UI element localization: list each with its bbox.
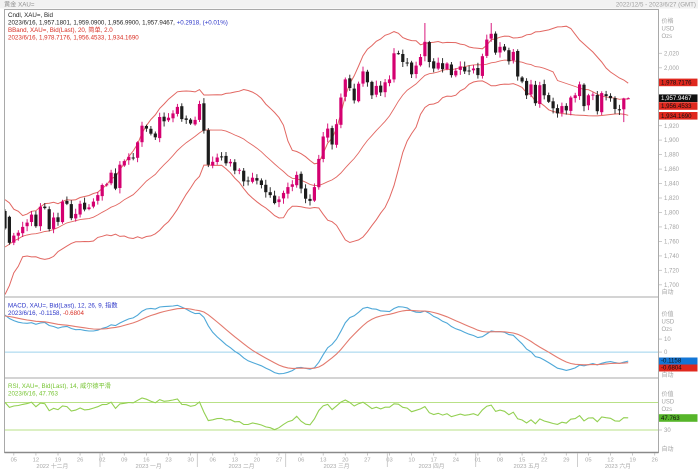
svg-text:USD: USD — [662, 27, 675, 33]
svg-text:26: 26 — [77, 458, 83, 464]
svg-text:RSI, XAU=, Bid(Last), 14, 威尔德平: RSI, XAU=, Bid(Last), 14, 威尔德平滑 — [8, 382, 111, 390]
svg-text:23: 23 — [165, 458, 171, 464]
svg-text:1,840: 1,840 — [664, 182, 680, 188]
svg-text:-0.1158: -0.1158 — [661, 358, 682, 365]
svg-text:06: 06 — [209, 458, 215, 464]
svg-text:1,800: 1,800 — [664, 211, 680, 217]
svg-text:16: 16 — [143, 458, 149, 464]
svg-text:01: 01 — [475, 458, 481, 464]
svg-text:自动: 自动 — [662, 445, 674, 453]
svg-text:1,956.4533: 1,956.4533 — [661, 103, 692, 110]
svg-text:05: 05 — [11, 458, 17, 464]
svg-text:24: 24 — [453, 458, 460, 464]
svg-text:2023 五月: 2023 五月 — [514, 463, 540, 470]
svg-text:自动: 自动 — [662, 371, 674, 379]
svg-text:1,740: 1,740 — [664, 254, 680, 260]
svg-text:2023/6/16, -0.1158, -0.6804: 2023/6/16, -0.1158, -0.6804 — [8, 310, 84, 317]
svg-text:2023 二月: 2023 二月 — [228, 463, 254, 470]
svg-text:1,700: 1,700 — [664, 283, 680, 289]
svg-text:29: 29 — [563, 458, 569, 464]
svg-text:黄金 XAU=: 黄金 XAU= — [4, 1, 35, 9]
svg-text:08: 08 — [497, 458, 503, 464]
svg-text:20: 20 — [254, 458, 260, 464]
svg-text:Ozs: Ozs — [662, 327, 673, 333]
svg-text:2023 六月: 2023 六月 — [605, 462, 631, 470]
svg-text:2023/6/16, 47.763: 2023/6/16, 47.763 — [8, 391, 58, 398]
svg-text:02: 02 — [99, 458, 105, 464]
svg-text:12: 12 — [607, 458, 613, 464]
svg-text:1,934.1690: 1,934.1690 — [661, 113, 692, 120]
svg-text:2023 一月: 2023 一月 — [136, 463, 162, 470]
svg-text:USD: USD — [662, 400, 675, 406]
svg-text:30: 30 — [664, 428, 671, 434]
svg-text:1,920: 1,920 — [664, 124, 680, 130]
svg-text:1,780: 1,780 — [664, 225, 680, 231]
svg-text:1,720: 1,720 — [664, 268, 680, 274]
svg-text:19: 19 — [629, 458, 635, 464]
svg-text:13: 13 — [320, 458, 326, 464]
svg-text:2022 十二月: 2022 十二月 — [36, 462, 68, 470]
svg-text:Cndl, XAU=, Bid: Cndl, XAU=, Bid — [8, 12, 53, 19]
svg-text:2023/6/16, 1,957.1801, 1,959.0: 2023/6/16, 1,957.1801, 1,959.0900, 1,956… — [8, 20, 228, 27]
svg-text:19: 19 — [55, 458, 61, 464]
svg-text:1,880: 1,880 — [664, 153, 680, 159]
svg-text:12: 12 — [33, 458, 39, 464]
svg-text:价格: 价格 — [662, 17, 674, 25]
svg-text:自动: 自动 — [662, 288, 674, 296]
svg-text:13: 13 — [232, 458, 238, 464]
svg-text:-0.6804: -0.6804 — [661, 365, 682, 372]
svg-text:BBand, XAU=, Bid(Last), 20, 简单: BBand, XAU=, Bid(Last), 20, 简单, 2.0 — [8, 26, 113, 34]
svg-text:2,000: 2,000 — [664, 66, 680, 72]
svg-text:30: 30 — [187, 458, 193, 464]
svg-text:47.763: 47.763 — [661, 415, 680, 422]
svg-text:10: 10 — [408, 458, 414, 464]
svg-text:2023 三月: 2023 三月 — [323, 463, 349, 470]
svg-text:价值: 价值 — [662, 390, 674, 398]
svg-text:2,020: 2,020 — [664, 51, 680, 57]
svg-text:2022/12/5 - 2023/6/27 (GMT): 2022/12/5 - 2023/6/27 (GMT) — [616, 2, 696, 9]
svg-text:17: 17 — [430, 458, 436, 464]
svg-text:USD: USD — [662, 320, 675, 326]
svg-text:MACD, XAU=, Bid(Last), 12, 26,: MACD, XAU=, Bid(Last), 12, 26, 9, 指数 — [8, 302, 118, 310]
svg-text:26: 26 — [651, 458, 657, 464]
svg-text:1,957.9467: 1,957.9467 — [661, 95, 692, 102]
svg-text:价值: 价值 — [662, 310, 674, 318]
svg-text:09: 09 — [121, 458, 127, 464]
svg-text:1,820: 1,820 — [664, 196, 680, 202]
svg-text:20: 20 — [342, 458, 348, 464]
svg-text:Ozs: Ozs — [662, 34, 673, 40]
svg-text:Ozs: Ozs — [662, 407, 673, 413]
svg-text:06: 06 — [298, 458, 304, 464]
svg-text:03: 03 — [386, 458, 392, 464]
svg-text:1,760: 1,760 — [664, 240, 680, 246]
svg-text:1,978.7176: 1,978.7176 — [661, 79, 692, 86]
svg-text:10: 10 — [664, 337, 671, 343]
svg-text:22: 22 — [541, 458, 547, 464]
svg-text:1,900: 1,900 — [664, 138, 680, 144]
svg-text:1,860: 1,860 — [664, 167, 680, 173]
svg-text:05: 05 — [585, 458, 591, 464]
svg-text:0: 0 — [664, 350, 668, 356]
svg-text:27: 27 — [364, 458, 370, 464]
svg-text:27: 27 — [276, 458, 282, 464]
svg-text:2023/6/16, 1,978.7176, 1,956.4: 2023/6/16, 1,978.7176, 1,956.4533, 1,934… — [8, 35, 139, 42]
svg-text:2023 四月: 2023 四月 — [418, 463, 444, 470]
svg-text:15: 15 — [519, 458, 525, 464]
